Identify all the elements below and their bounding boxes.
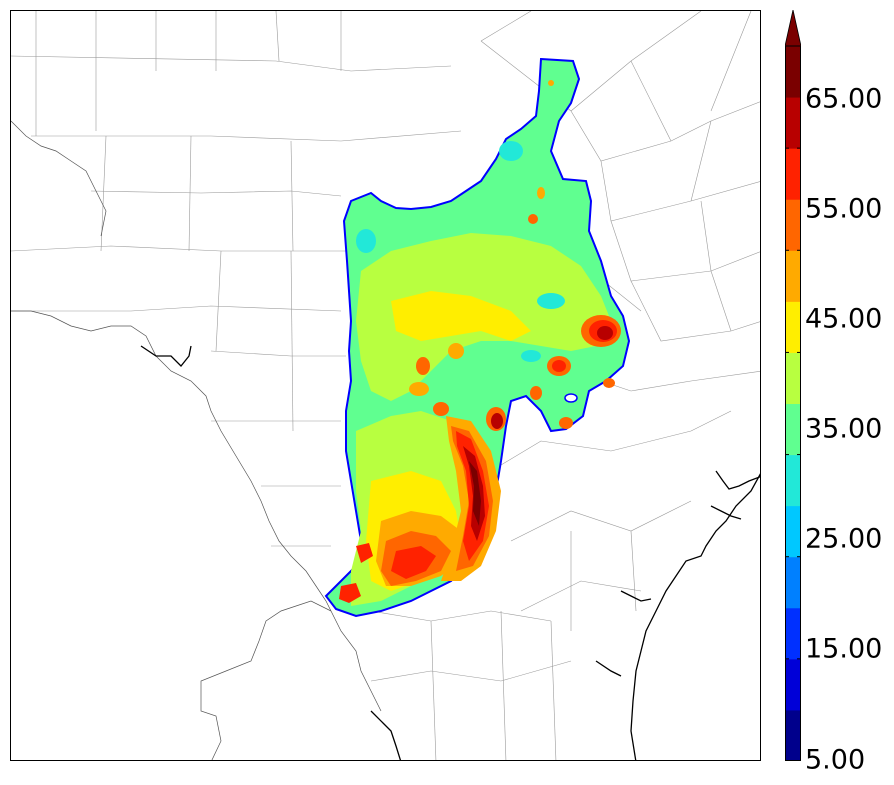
colorbar-segment [785, 199, 801, 251]
colorbar [785, 10, 801, 761]
colorbar-segment [785, 148, 801, 200]
colorbar-label-25: 25.00 [805, 523, 883, 555]
colorbar-label-65: 65.00 [805, 83, 883, 115]
precipitation-map [11, 11, 760, 760]
colorbar-segment [785, 46, 801, 98]
county-boundaries [11, 11, 760, 760]
colorbar-label-35: 35.00 [805, 413, 883, 445]
colorbar-segment [785, 352, 801, 404]
map-panel [10, 10, 761, 761]
colorbar-segment [785, 454, 801, 507]
colorbar-segment [785, 556, 801, 609]
colorbar-outline [785, 45, 801, 761]
colorbar-label-45: 45.00 [805, 303, 883, 335]
colorbar-segment [785, 97, 801, 149]
colorbar-segment [785, 658, 801, 711]
colorbar-label-5: 5.00 [805, 744, 866, 776]
colorbar-segment [785, 709, 801, 761]
colorbar-label-15: 15.00 [805, 633, 883, 665]
colorbar-segment [785, 505, 801, 558]
colorbar-extend-arrow [785, 10, 801, 47]
colorbar-label-55: 55.00 [805, 193, 883, 225]
colorbar-segment [785, 250, 801, 302]
colorbar-segment [785, 607, 801, 660]
precipitation-field [324, 57, 631, 618]
rivers-and-borders [11, 120, 382, 760]
colorbar-segment [785, 403, 801, 456]
coastline [140, 345, 760, 760]
colorbar-segment [785, 301, 801, 353]
